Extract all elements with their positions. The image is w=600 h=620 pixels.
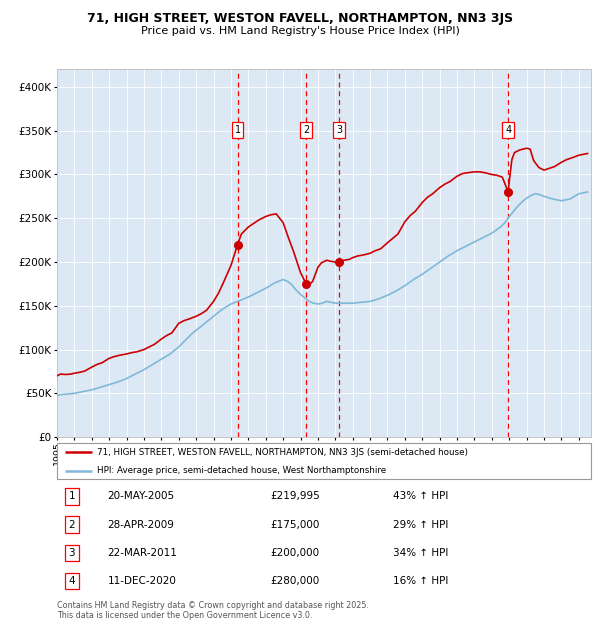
Text: 16% ↑ HPI: 16% ↑ HPI [394,576,449,586]
Text: 4: 4 [505,125,511,135]
Text: 43% ↑ HPI: 43% ↑ HPI [394,492,449,502]
Text: 20-MAY-2005: 20-MAY-2005 [108,492,175,502]
Text: 3: 3 [68,548,75,558]
Text: 29% ↑ HPI: 29% ↑ HPI [394,520,449,529]
Text: 1: 1 [68,492,75,502]
Text: £200,000: £200,000 [271,548,320,558]
Text: HPI: Average price, semi-detached house, West Northamptonshire: HPI: Average price, semi-detached house,… [97,466,386,475]
Text: 1: 1 [235,125,241,135]
Text: £280,000: £280,000 [271,576,320,586]
Text: This data is licensed under the Open Government Licence v3.0.: This data is licensed under the Open Gov… [57,611,313,620]
Text: £175,000: £175,000 [271,520,320,529]
FancyBboxPatch shape [57,443,591,479]
Text: 11-DEC-2020: 11-DEC-2020 [108,576,176,586]
Text: 4: 4 [68,576,75,586]
Text: 28-APR-2009: 28-APR-2009 [108,520,175,529]
Text: 3: 3 [336,125,342,135]
Text: Contains HM Land Registry data © Crown copyright and database right 2025.: Contains HM Land Registry data © Crown c… [57,601,369,611]
Text: 2: 2 [303,125,309,135]
Text: 34% ↑ HPI: 34% ↑ HPI [394,548,449,558]
Text: 2: 2 [68,520,75,529]
Text: Price paid vs. HM Land Registry's House Price Index (HPI): Price paid vs. HM Land Registry's House … [140,26,460,36]
Text: 71, HIGH STREET, WESTON FAVELL, NORTHAMPTON, NN3 3JS (semi-detached house): 71, HIGH STREET, WESTON FAVELL, NORTHAMP… [97,448,468,457]
Text: 22-MAR-2011: 22-MAR-2011 [108,548,178,558]
Text: £219,995: £219,995 [271,492,320,502]
Text: 71, HIGH STREET, WESTON FAVELL, NORTHAMPTON, NN3 3JS: 71, HIGH STREET, WESTON FAVELL, NORTHAMP… [87,12,513,25]
